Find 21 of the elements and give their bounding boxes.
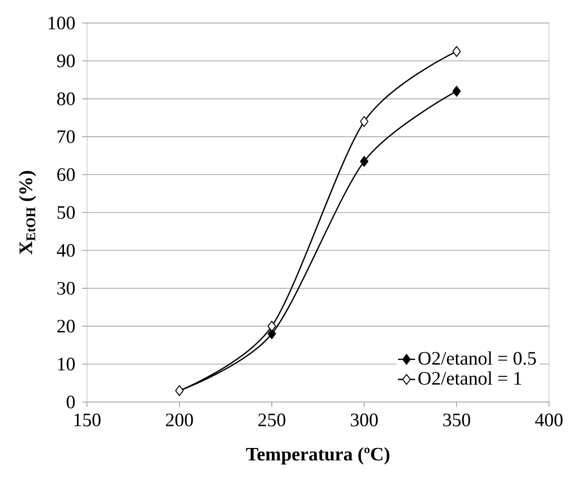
- y-tick-label: 20: [57, 320, 75, 333]
- legend-label: O2/etanol = 1: [418, 371, 522, 385]
- y-tick-label: 30: [57, 282, 75, 295]
- x-tick-label: 200: [166, 414, 193, 426]
- x-tick-label: 150: [74, 414, 101, 426]
- y-tick-label: 60: [57, 168, 75, 182]
- x-tick-label: 400: [535, 414, 563, 426]
- x-tick-label: 350: [443, 414, 470, 426]
- x-axis-title: Temperatura (ºC): [246, 447, 390, 464]
- y-tick-label: 100: [48, 16, 75, 30]
- x-tick-label: 300: [350, 414, 378, 426]
- y-tick-label: 0: [66, 396, 75, 408]
- legend-label: O2/etanol = 0.5: [418, 351, 536, 365]
- y-tick-label: 80: [57, 92, 75, 106]
- y-tick-label: 40: [56, 244, 75, 257]
- y-axis-title: X$_{EtOH}$ (%): [18, 171, 36, 254]
- y-tick-label: 70: [58, 130, 75, 144]
- x-tick-label: 250: [258, 414, 286, 426]
- y-tick-label: 50: [58, 206, 75, 219]
- y-tick-label: 90: [57, 54, 75, 68]
- y-tick-label: 10: [58, 358, 75, 371]
